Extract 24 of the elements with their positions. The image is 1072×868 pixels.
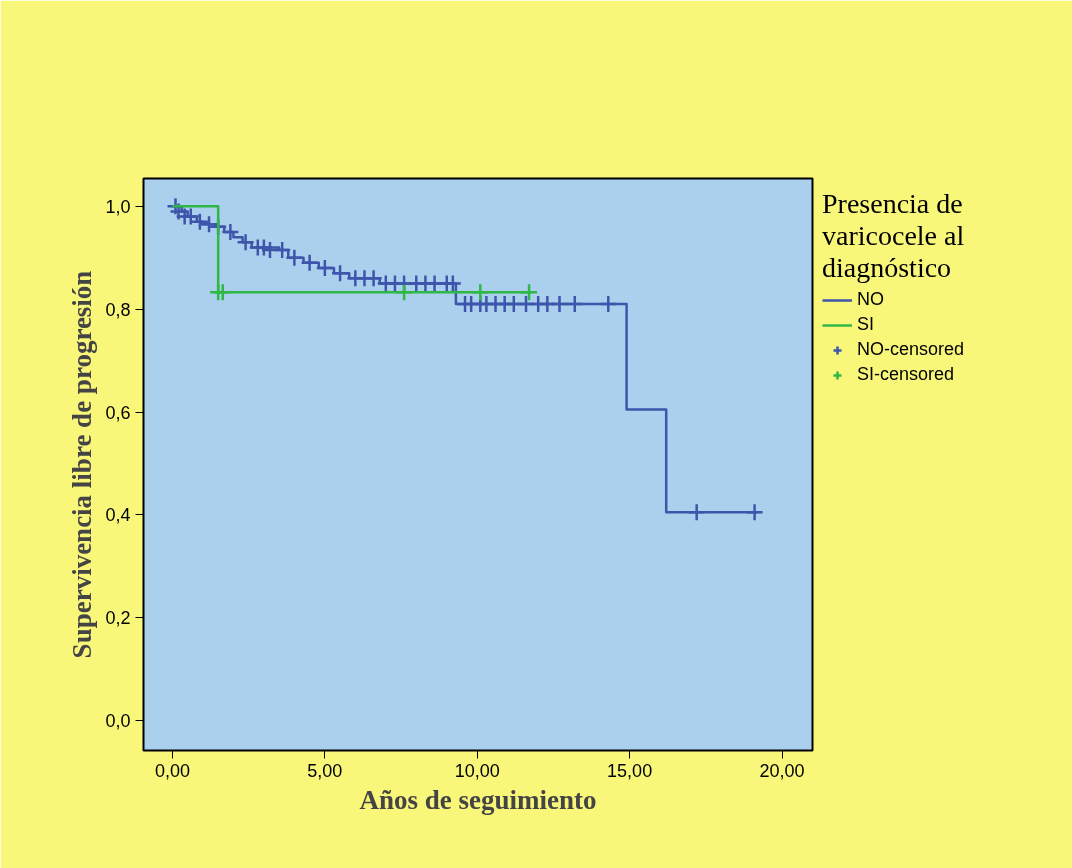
y-tick-label: 0,2 bbox=[105, 608, 131, 629]
legend-label: SI-censored bbox=[857, 364, 955, 385]
x-axis-title: Años de seguimiento bbox=[359, 784, 597, 815]
y-tick-label: 0,6 bbox=[105, 402, 131, 423]
legend-label: SI bbox=[857, 314, 875, 335]
x-tick-label: 5,00 bbox=[307, 760, 343, 781]
point bbox=[199, 215, 219, 234]
legend-title: Presencia de varicocele al diagnóstico bbox=[822, 188, 965, 284]
x-tick-label: 20,00 bbox=[759, 760, 805, 781]
y-axis-title: Supervivencia libre de progresión bbox=[67, 270, 98, 659]
point bbox=[272, 240, 292, 260]
y-tick-label: 0,0 bbox=[105, 711, 131, 732]
legend-label: NO-censored bbox=[857, 339, 965, 360]
x-tick-label: 0,00 bbox=[154, 760, 190, 781]
point bbox=[236, 233, 255, 252]
point bbox=[181, 207, 200, 226]
y-tick-label: 1,0 bbox=[105, 196, 131, 217]
y-tick-label: 0,8 bbox=[105, 299, 131, 320]
x-tick-label: 10,00 bbox=[454, 760, 500, 781]
x-tick-label: 15,00 bbox=[607, 760, 653, 781]
legend-label: NO bbox=[857, 289, 884, 310]
point bbox=[221, 222, 240, 242]
point bbox=[190, 212, 210, 231]
y-tick-label: 0,4 bbox=[105, 505, 131, 526]
